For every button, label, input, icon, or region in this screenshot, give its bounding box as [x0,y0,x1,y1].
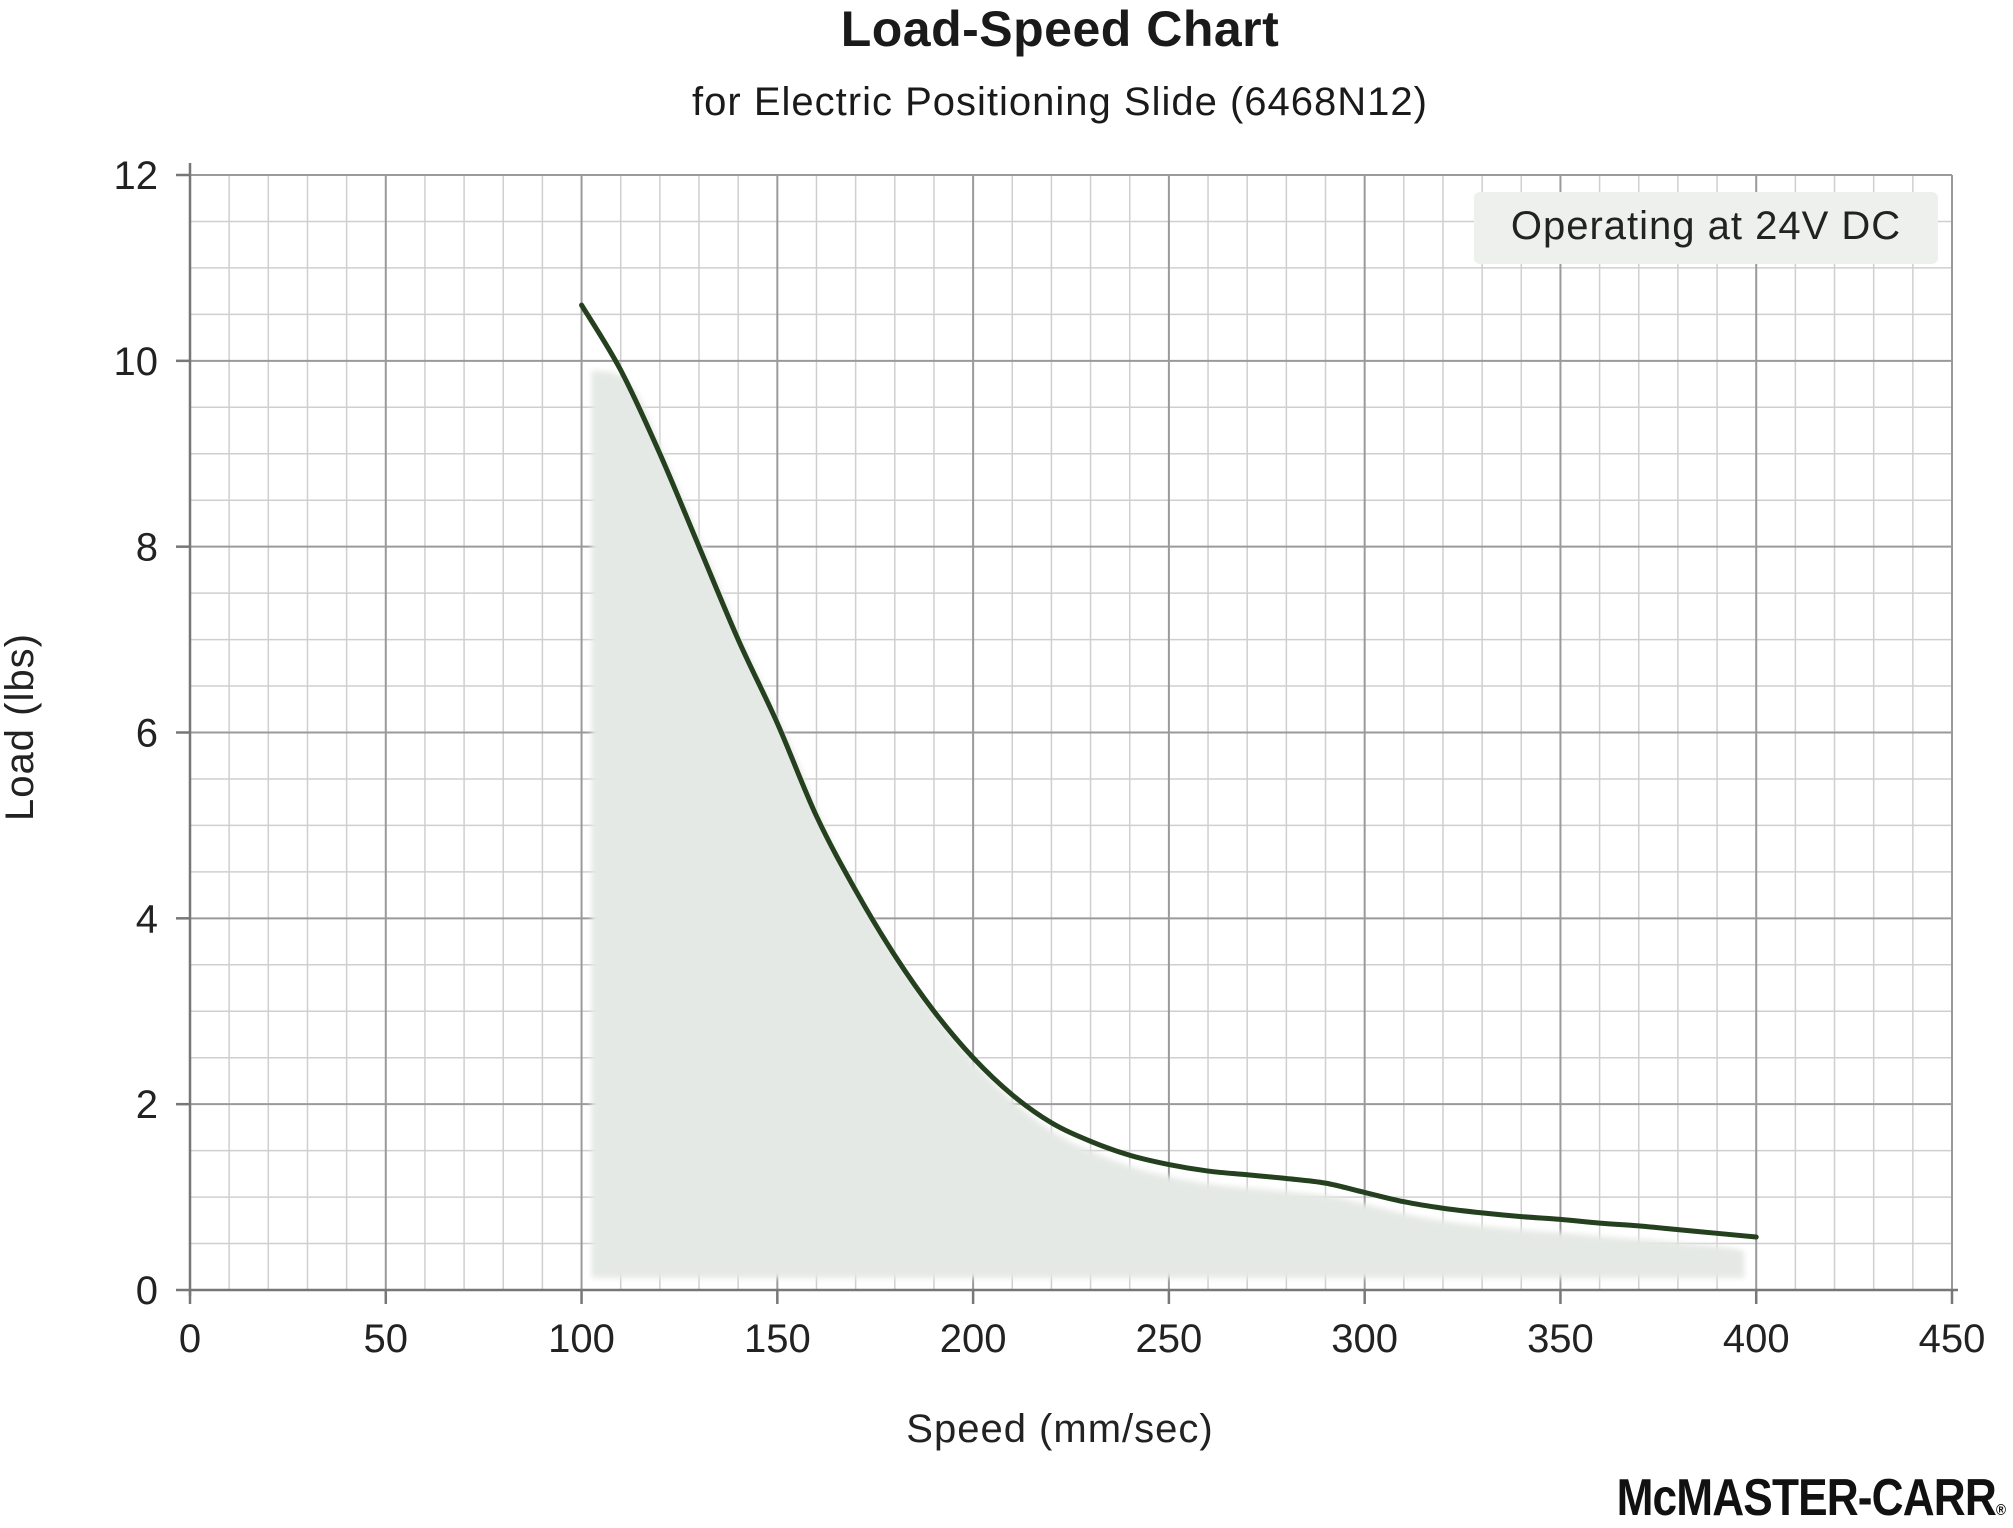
registered-mark: ® [1995,1502,2006,1519]
area-layer [591,370,1745,1278]
y-tick-label: 8 [136,526,158,570]
x-tick-label: 350 [1527,1317,1594,1361]
y-tick-label: 2 [136,1083,158,1127]
x-tick-label: 300 [1331,1317,1398,1361]
y-tick-label: 10 [114,340,159,384]
brand-logo: McMASTER-CARR® [1616,1468,2005,1528]
y-axis-title: Load (lbs) [0,633,42,821]
brand-name: McMASTER-CARR [1616,1469,1996,1527]
chart-subtitle: for Electric Positioning Slide (6468N12) [692,80,1428,124]
x-tick-label: 450 [1919,1317,1986,1361]
x-tick-label: 200 [940,1317,1007,1361]
annotation-text: Operating at 24V DC [1511,204,1901,248]
grid [189,174,1953,1291]
x-tick-label: 400 [1723,1317,1790,1361]
annotation-box [1474,192,1938,264]
x-tick-label: 0 [179,1317,201,1361]
annotation: Operating at 24V DC [1474,192,1938,264]
x-tick-label: 50 [364,1317,409,1361]
x-tick-label: 150 [744,1317,811,1361]
y-tick-label: 4 [136,897,158,941]
load-speed-curve-0 [579,302,1759,1240]
axes: 0 50 100 150 200 250 300 350 400 450 0 2 4 6 8 10 12 [114,154,1986,1361]
x-axis-title: Speed (mm/sec) [906,1407,1213,1451]
operating-area-0 [591,370,1745,1278]
line-layer [579,302,1759,1240]
x-tick-label: 250 [1136,1317,1203,1361]
chart-title: Load-Speed Chart [840,1,1280,57]
y-tick-label: 12 [114,154,159,198]
y-tick-label: 6 [136,712,158,756]
x-tick-label: 100 [548,1317,615,1361]
y-tick-label: 0 [136,1269,158,1313]
